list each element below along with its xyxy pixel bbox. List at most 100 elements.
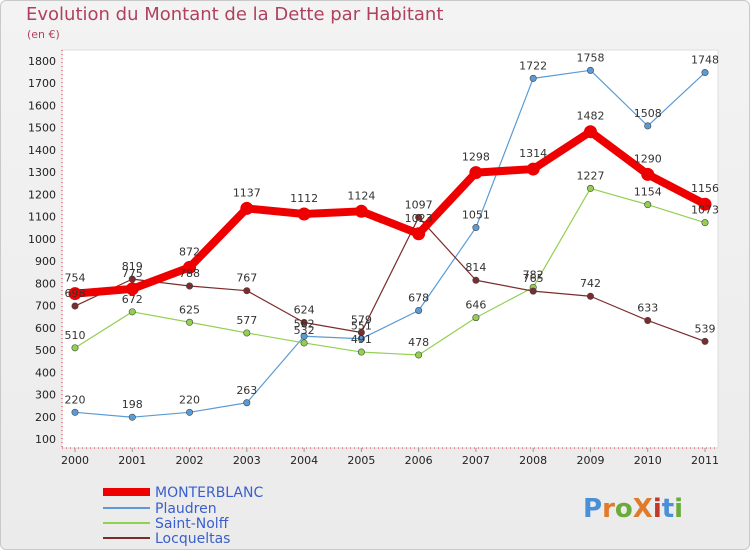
y-tick-label: 300 <box>35 389 56 402</box>
x-tick-label: 2007 <box>462 454 490 467</box>
data-label-saint-nolff: 478 <box>408 336 429 349</box>
data-label-locqueltas: 765 <box>523 272 544 285</box>
data-label-monterblanc: 1112 <box>290 192 318 205</box>
data-label-saint-nolff: 646 <box>465 299 486 312</box>
data-point-saint-nolff <box>701 219 709 227</box>
data-point-saint-nolff <box>300 339 308 347</box>
data-point-locqueltas <box>701 337 709 345</box>
data-label-plaudren: 678 <box>408 291 429 304</box>
data-point-plaudren <box>529 74 537 82</box>
data-point-saint-nolff <box>644 201 652 209</box>
data-label-locqueltas: 814 <box>465 261 486 274</box>
y-tick-label: 1200 <box>28 188 56 201</box>
data-label-saint-nolff: 510 <box>65 329 86 342</box>
data-label-saint-nolff: 1073 <box>691 204 719 217</box>
data-point-plaudren <box>701 69 709 77</box>
data-label-monterblanc: 1298 <box>462 151 490 164</box>
data-point-plaudren <box>186 408 194 416</box>
data-label-locqueltas: 788 <box>179 267 200 280</box>
data-point-monterblanc <box>526 162 540 176</box>
data-label-monterblanc: 1156 <box>691 182 719 195</box>
data-label-saint-nolff: 1227 <box>576 169 604 182</box>
data-point-saint-nolff <box>586 184 594 192</box>
data-label-saint-nolff: 672 <box>122 293 143 306</box>
data-point-monterblanc <box>125 282 139 296</box>
series-line-saint-nolff <box>74 187 706 356</box>
data-label-saint-nolff: 532 <box>294 324 315 337</box>
data-label-saint-nolff: 1154 <box>634 186 662 199</box>
data-point-monterblanc <box>297 207 311 221</box>
data-label-monterblanc: 1290 <box>634 152 662 165</box>
y-tick-label: 500 <box>35 344 56 357</box>
data-label-plaudren: 562 <box>294 317 315 330</box>
y-tick-label: 1500 <box>28 122 56 135</box>
data-point-saint-nolff <box>71 344 79 352</box>
data-label-plaudren: 198 <box>122 398 143 411</box>
data-label-saint-nolff: 782 <box>523 268 544 281</box>
y-tick-label: 1100 <box>28 211 56 224</box>
data-label-monterblanc: 1124 <box>347 189 375 202</box>
data-label-locqueltas: 819 <box>122 260 143 273</box>
data-label-plaudren: 1722 <box>519 59 547 72</box>
data-label-monterblanc: 1314 <box>519 147 547 160</box>
data-label-plaudren: 220 <box>65 393 86 406</box>
data-label-locqueltas: 767 <box>236 272 257 285</box>
data-point-monterblanc <box>354 204 368 218</box>
data-point-locqueltas <box>529 287 537 295</box>
data-point-saint-nolff <box>415 351 423 359</box>
legend-label-saint-nolff: Saint-Nolff <box>155 516 229 532</box>
data-label-locqueltas: 539 <box>695 322 716 335</box>
y-tick-label: 800 <box>35 277 56 290</box>
data-point-plaudren <box>128 413 136 421</box>
data-label-monterblanc: 775 <box>122 267 143 280</box>
x-tick-label: 2000 <box>61 454 89 467</box>
data-point-saint-nolff <box>243 329 251 337</box>
data-point-locqueltas <box>586 292 594 300</box>
x-tick-label: 2002 <box>176 454 204 467</box>
y-tick-label: 900 <box>35 255 56 268</box>
data-point-plaudren <box>644 122 652 130</box>
data-point-locqueltas <box>128 275 136 283</box>
data-label-monterblanc: 1482 <box>576 110 604 123</box>
x-tick-label: 2005 <box>347 454 375 467</box>
data-point-monterblanc <box>412 227 426 241</box>
series-line-locqueltas <box>74 216 706 342</box>
data-label-locqueltas: 1097 <box>405 198 433 211</box>
data-point-monterblanc <box>469 166 483 180</box>
x-tick-label: 2003 <box>233 454 261 467</box>
series-line-plaudren <box>74 69 706 418</box>
data-label-plaudren: 1748 <box>691 54 719 67</box>
x-tick-label: 2010 <box>634 454 662 467</box>
plot-area <box>61 49 719 449</box>
data-label-plaudren: 1508 <box>634 107 662 120</box>
data-point-locqueltas <box>243 287 251 295</box>
data-point-saint-nolff <box>128 308 136 316</box>
y-tick-label: 1800 <box>28 55 56 68</box>
data-label-monterblanc: 754 <box>65 272 86 285</box>
data-label-locqueltas: 624 <box>294 303 315 316</box>
data-point-locqueltas <box>300 318 308 326</box>
data-label-monterblanc: 1137 <box>233 186 261 199</box>
brand-logo: ProXiti <box>583 494 683 524</box>
data-label-locqueltas: 633 <box>637 301 658 314</box>
legend-label-plaudren: Plaudren <box>155 501 217 517</box>
y-tick-label: 1000 <box>28 233 56 246</box>
y-tick-label: 1600 <box>28 99 56 112</box>
y-tick-label: 100 <box>35 433 56 446</box>
data-point-locqueltas <box>186 282 194 290</box>
x-tick-label: 2009 <box>576 454 604 467</box>
data-label-plaudren: 220 <box>179 393 200 406</box>
chart-title: Evolution du Montant de la Dette par Hab… <box>26 4 444 25</box>
data-point-monterblanc <box>240 201 254 215</box>
data-point-locqueltas <box>415 213 423 221</box>
data-point-plaudren <box>472 224 480 232</box>
data-label-locqueltas: 698 <box>65 287 86 300</box>
data-label-saint-nolff: 577 <box>236 314 257 327</box>
x-tick-label: 2011 <box>691 454 719 467</box>
legend-label-locqueltas: Locqueltas <box>155 531 230 547</box>
data-point-monterblanc <box>583 125 597 139</box>
x-tick-label: 2008 <box>519 454 547 467</box>
y-tick-label: 200 <box>35 411 56 424</box>
data-point-locqueltas <box>472 276 480 284</box>
